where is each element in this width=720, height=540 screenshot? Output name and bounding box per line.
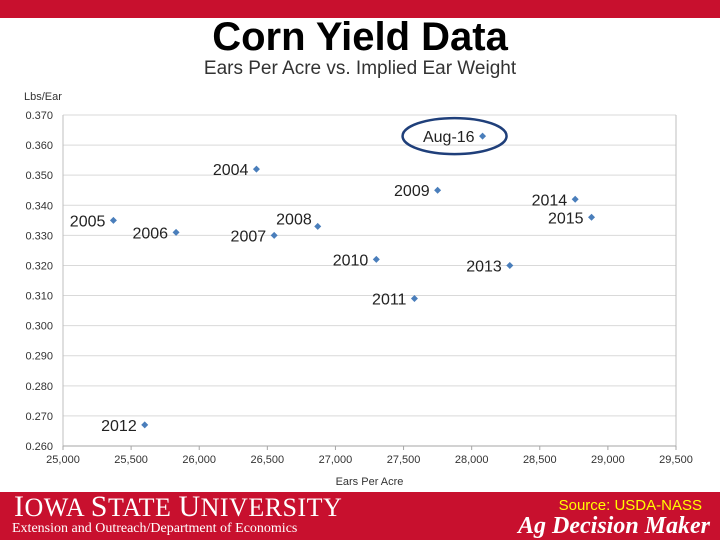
scatter-chart: 0.260 0.270 0.280 0.290 0.300 0.310 0.320 0.330… bbox=[24, 91, 693, 488]
data-point-2005 bbox=[109, 216, 117, 224]
y-tick-label: 0.350 bbox=[25, 170, 53, 182]
y-tick-label: 0.270 bbox=[25, 411, 53, 423]
x-tick-label: 25,000 bbox=[46, 454, 80, 466]
x-tick-label: 25,500 bbox=[114, 454, 148, 466]
isu-logo: IOWA STATE UNIVERSITY bbox=[14, 490, 343, 523]
y-tick-label: 0.280 bbox=[25, 381, 53, 393]
data-point-2008 bbox=[314, 222, 322, 230]
slide-title: Corn Yield Data bbox=[212, 15, 508, 59]
data-label-2014: 2014 bbox=[532, 192, 568, 209]
data-label-aug-16: Aug-16 bbox=[423, 129, 475, 146]
chart-title: Ears Per Acre vs. Implied Ear Weight bbox=[203, 58, 517, 79]
data-label-2004: 2004 bbox=[213, 162, 249, 179]
x-tick-label: 26,000 bbox=[182, 454, 216, 466]
data-label-2010: 2010 bbox=[333, 252, 369, 269]
x-tick-label: 28,000 bbox=[455, 454, 489, 466]
data-point-2015 bbox=[588, 213, 596, 221]
data-label-2005: 2005 bbox=[70, 213, 106, 230]
x-axis-title: Ears Per Acre bbox=[336, 476, 404, 488]
data-point-2010 bbox=[372, 255, 380, 263]
y-tick-label: 0.290 bbox=[25, 351, 53, 363]
y-tick-label: 0.360 bbox=[25, 140, 53, 152]
data-label-2013: 2013 bbox=[466, 258, 502, 275]
y-axis-title: Lbs/Ear bbox=[24, 91, 62, 103]
x-tick-label: 29,000 bbox=[591, 454, 625, 466]
data-point-2011 bbox=[410, 295, 418, 303]
top-accent-bar bbox=[0, 0, 720, 18]
x-tick-label: 29,500 bbox=[659, 454, 693, 466]
data-label-2009: 2009 bbox=[394, 183, 430, 200]
y-tick-label: 0.340 bbox=[25, 200, 53, 212]
data-label-2015: 2015 bbox=[548, 210, 584, 227]
data-point-aug-16 bbox=[479, 132, 487, 140]
data-label-2007: 2007 bbox=[231, 228, 267, 245]
data-label-2011: 2011 bbox=[372, 292, 407, 309]
footer-bar bbox=[0, 492, 720, 540]
source-text: Source: USDA-NASS bbox=[558, 497, 702, 514]
data-label-2008: 2008 bbox=[276, 211, 312, 228]
x-tick-label: 28,500 bbox=[523, 454, 557, 466]
x-tick-label: 26,500 bbox=[251, 454, 285, 466]
ag-decision-maker-logo: Ag Decision Maker bbox=[518, 513, 710, 539]
data-point-2009 bbox=[434, 186, 442, 194]
highlight-circle bbox=[401, 116, 508, 156]
y-tick-label: 0.300 bbox=[25, 321, 53, 333]
extension-text: Extension and Outreach/Department of Eco… bbox=[12, 521, 298, 536]
data-label-2006: 2006 bbox=[132, 225, 168, 242]
data-point-2012 bbox=[141, 421, 149, 429]
x-tick-label: 27,500 bbox=[387, 454, 421, 466]
data-point-2014 bbox=[571, 195, 579, 203]
data-point-2013 bbox=[506, 261, 514, 269]
data-label-2012: 2012 bbox=[101, 418, 137, 435]
y-tick-label: 0.310 bbox=[25, 291, 53, 303]
y-tick-label: 0.260 bbox=[25, 441, 53, 453]
data-point-2006 bbox=[172, 228, 180, 236]
data-point-2004 bbox=[252, 165, 260, 173]
y-tick-label: 0.320 bbox=[25, 260, 53, 272]
x-tick-label: 27,000 bbox=[319, 454, 353, 466]
y-tick-label: 0.330 bbox=[25, 230, 53, 242]
data-point-2007 bbox=[270, 231, 278, 239]
y-tick-label: 0.370 bbox=[25, 110, 53, 122]
